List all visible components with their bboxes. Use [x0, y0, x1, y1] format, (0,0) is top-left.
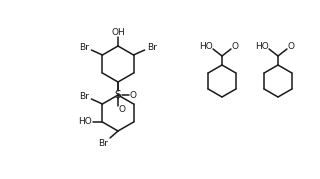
- Text: O: O: [231, 42, 238, 50]
- Text: O: O: [287, 42, 294, 50]
- Text: Br: Br: [147, 42, 156, 52]
- Text: O: O: [130, 91, 137, 100]
- Text: HO: HO: [78, 117, 92, 127]
- Text: S: S: [115, 90, 121, 100]
- Text: Br: Br: [79, 91, 89, 100]
- Text: HO: HO: [255, 42, 269, 50]
- Text: HO: HO: [199, 42, 213, 50]
- Text: O: O: [118, 105, 125, 113]
- Text: OH: OH: [111, 28, 125, 37]
- Text: Br: Br: [98, 139, 108, 147]
- Text: Br: Br: [79, 42, 89, 52]
